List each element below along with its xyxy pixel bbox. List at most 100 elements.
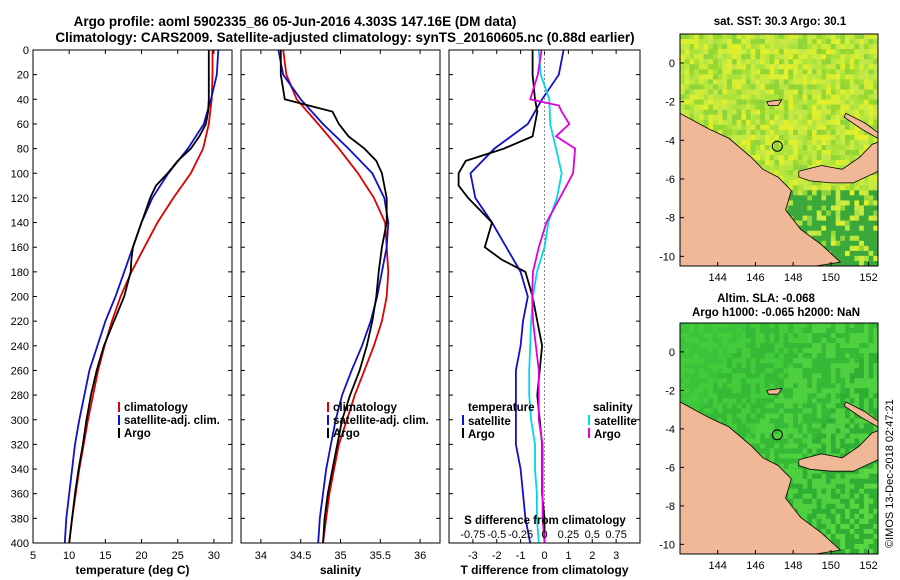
map-cell [783, 89, 789, 96]
map-cell [783, 44, 789, 50]
map-cell [840, 433, 846, 440]
map-cell [764, 44, 771, 50]
map-cell [797, 34, 804, 40]
map-cell [826, 74, 832, 80]
map-cell [727, 89, 733, 96]
map-cell [807, 478, 813, 485]
map-cell [746, 79, 752, 85]
map-cell [849, 104, 855, 111]
map-cell [802, 423, 808, 429]
map-cell [802, 343, 808, 349]
map-cell [731, 74, 738, 80]
map-cell [812, 230, 818, 237]
map-cell [807, 368, 813, 374]
map-cell [713, 104, 719, 111]
map-cell [821, 488, 827, 495]
map-cell [826, 205, 832, 212]
legend-label-climatology: climatology [333, 402, 398, 414]
map-cell [849, 323, 855, 329]
map-cell [812, 398, 818, 404]
map-cell [835, 139, 841, 146]
map-cell [826, 493, 832, 500]
map-cell [830, 373, 837, 379]
map-cell [849, 378, 855, 384]
map-cell [694, 59, 700, 65]
map-cell [793, 99, 799, 106]
x-axis-label: salinity [320, 563, 362, 577]
map-cell [750, 328, 756, 334]
map-cell [779, 343, 785, 349]
map-cell [845, 493, 851, 500]
map-cell [736, 413, 742, 419]
map-cell [797, 333, 804, 339]
map-cell [830, 433, 837, 440]
map-cell [807, 493, 813, 500]
map-cell [779, 34, 785, 40]
map-cell [783, 413, 789, 419]
map-cell [774, 363, 780, 369]
map-cell [826, 488, 832, 495]
map-cell [741, 423, 747, 429]
map-cell [812, 393, 818, 399]
map-cell [802, 438, 808, 445]
map-cell [783, 373, 789, 379]
map-cell [840, 343, 846, 349]
map-cell [708, 368, 714, 374]
map-cell [708, 44, 714, 50]
map-cell [845, 205, 851, 212]
map-cell [845, 94, 851, 101]
map-cell [783, 165, 789, 171]
map-cell [783, 343, 789, 349]
map-cell [854, 195, 860, 201]
map-cell [840, 155, 846, 161]
map-cell [727, 124, 733, 131]
map-cell [684, 378, 690, 384]
map-cell [821, 160, 827, 166]
map-cell [859, 528, 865, 535]
map-cell [812, 155, 818, 161]
map-cell [816, 368, 822, 374]
x-tick-label: -2 [492, 550, 502, 562]
map-cell [863, 205, 870, 212]
map-cell [854, 49, 860, 55]
map-cell [717, 34, 723, 40]
map-cell [717, 54, 723, 60]
map-cell [863, 99, 870, 106]
map-cell [788, 49, 794, 55]
map-cell [793, 483, 799, 490]
map-cell [873, 408, 878, 414]
depth-tick-label: 400 [11, 538, 29, 550]
map-cell [807, 373, 813, 379]
map-cell [741, 398, 747, 404]
map-cell [684, 323, 690, 329]
map-cell [807, 518, 813, 525]
map-cell [760, 363, 766, 369]
depth-tick-label: 180 [11, 267, 29, 279]
map-cell [821, 44, 827, 50]
map-cell [797, 338, 804, 344]
map-cell [863, 528, 870, 535]
map-cell [812, 378, 818, 384]
map-cell [849, 433, 855, 440]
map-cell [807, 443, 813, 450]
map-cell [797, 438, 804, 445]
map-cell [868, 473, 874, 480]
map-cell [835, 94, 841, 101]
map-cell [760, 373, 766, 379]
map-cell [854, 433, 860, 440]
map-cell [868, 408, 874, 414]
map-cell [741, 79, 747, 85]
map-cell [727, 39, 733, 45]
map-cell [821, 323, 827, 329]
map-cell [816, 119, 822, 126]
map-cell [859, 493, 865, 500]
map-cell [863, 129, 870, 136]
map-cell [802, 348, 808, 354]
map-cell [816, 403, 822, 409]
map-cell [826, 333, 832, 339]
map-cell [741, 84, 747, 90]
map-cell [741, 368, 747, 374]
map-cell [868, 488, 874, 495]
map-cell [680, 84, 686, 90]
map-cell [717, 403, 723, 409]
